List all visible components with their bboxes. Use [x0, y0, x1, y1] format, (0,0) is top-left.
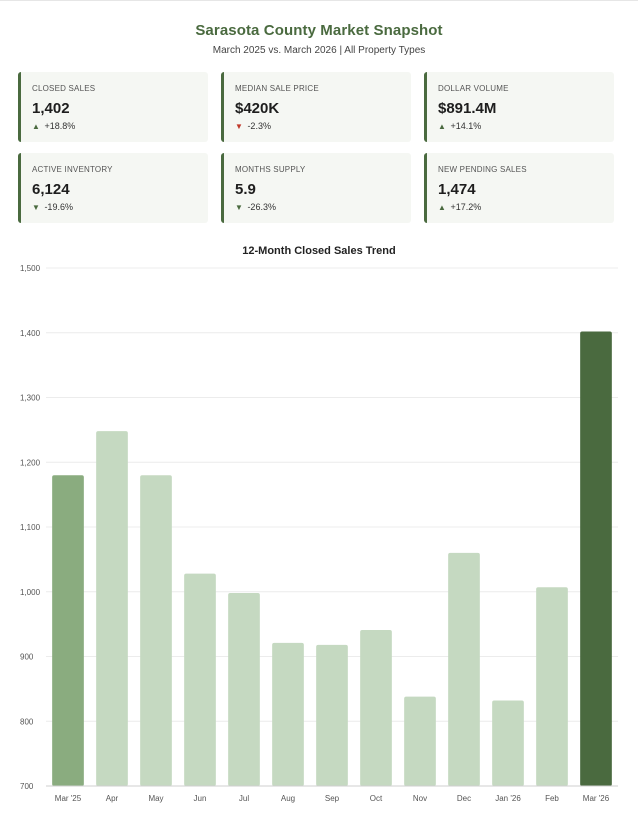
x-tick-label: Jul — [239, 794, 249, 803]
bar-feb — [536, 587, 568, 786]
top-divider — [0, 0, 638, 1]
bar-may — [140, 475, 172, 786]
kpi-change: ▼ -26.3% — [235, 202, 411, 212]
kpi-change-value: +14.1% — [450, 121, 482, 131]
page-title: Sarasota County Market Snapshot — [195, 22, 443, 39]
kpi-card-closed-sales: CLOSED SALES 1,402 ▲ +18.8% — [18, 72, 208, 142]
x-tick-label: Apr — [106, 794, 119, 803]
bar-oct — [360, 629, 392, 786]
kpi-change-value: +17.2% — [450, 202, 482, 212]
bar-mar-25 — [52, 475, 84, 786]
bar-nov — [404, 696, 436, 786]
kpi-value: 5.9 — [235, 181, 256, 198]
triangle-up-icon: ▲ — [438, 122, 446, 131]
kpi-label: DOLLAR VOLUME — [438, 84, 509, 93]
x-tick-label: Nov — [413, 794, 427, 803]
y-tick-label: 1,000 — [20, 588, 41, 597]
chart-title: 12-Month Closed Sales Trend — [242, 245, 395, 257]
x-axis-ticks: Mar '25 Apr May Jun Jul Aug Sep Oct Nov Dec Jan '2… — [55, 794, 610, 803]
y-tick-label: 800 — [20, 717, 34, 726]
bar-apr — [96, 431, 128, 786]
kpi-change-value: -26.3% — [247, 202, 276, 212]
kpi-label: CLOSED SALES — [32, 84, 96, 93]
triangle-down-icon: ▼ — [235, 203, 243, 212]
kpi-value: 1,402 — [32, 100, 70, 117]
bar-sep — [316, 644, 348, 786]
y-tick-label: 700 — [20, 782, 34, 791]
x-tick-label: Mar '25 — [55, 794, 82, 803]
kpi-card-active-inventory: ACTIVE INVENTORY 6,124 ▼ -19.6% — [18, 153, 208, 223]
x-tick-label: May — [148, 794, 163, 803]
kpi-change-value: -2.3% — [247, 121, 271, 131]
y-axis-ticks: 700 800 900 1,000 1,100 1,200 1,300 1,400 1,500 — [20, 264, 41, 791]
bar-dec — [448, 552, 480, 786]
x-tick-label: Aug — [281, 794, 295, 803]
bar-mar-26 — [580, 331, 612, 786]
y-tick-label: 1,200 — [20, 458, 41, 467]
kpi-change: ▼ -19.6% — [32, 202, 208, 212]
bar-jul — [228, 593, 260, 786]
x-tick-label: Jun — [194, 794, 207, 803]
kpi-change-value: -19.6% — [44, 202, 73, 212]
y-tick-label: 1,500 — [20, 264, 41, 273]
kpi-card-new-pending-sales: NEW PENDING SALES 1,474 ▲ +17.2% — [424, 153, 614, 223]
y-tick-label: 1,100 — [20, 523, 41, 532]
x-tick-label: Oct — [370, 794, 383, 803]
kpi-label: MONTHS SUPPLY — [235, 165, 306, 174]
x-tick-label: Sep — [325, 794, 340, 803]
kpi-change: ▲ +14.1% — [438, 121, 614, 131]
kpi-change: ▲ +17.2% — [438, 202, 614, 212]
chart-bars — [52, 331, 612, 786]
kpi-value: $891.4M — [438, 100, 497, 117]
kpi-label: ACTIVE INVENTORY — [32, 165, 113, 174]
y-tick-label: 1,300 — [20, 394, 41, 403]
report-header: Sarasota County Market Snapshot March 20… — [0, 22, 638, 56]
kpi-change-value: +18.8% — [44, 121, 76, 131]
y-tick-label: 1,400 — [20, 329, 41, 338]
kpi-value: 6,124 — [32, 181, 70, 198]
kpi-label: MEDIAN SALE PRICE — [235, 84, 319, 93]
page-subtitle: March 2025 vs. March 2026 | All Property… — [212, 45, 426, 56]
y-tick-label: 900 — [20, 653, 34, 662]
kpi-label: NEW PENDING SALES — [438, 165, 527, 174]
kpi-card-median-sale-price: MEDIAN SALE PRICE $420K ▼ -2.3% — [221, 72, 411, 142]
triangle-down-icon: ▼ — [235, 122, 243, 131]
x-tick-label: Feb — [545, 794, 559, 803]
bar-jun — [184, 573, 216, 786]
bar-jan-26 — [492, 700, 524, 786]
kpi-card-months-supply: MONTHS SUPPLY 5.9 ▼ -26.3% — [221, 153, 411, 223]
x-tick-label: Mar '26 — [583, 794, 610, 803]
triangle-down-icon: ▼ — [32, 203, 40, 212]
kpi-change: ▼ -2.3% — [235, 121, 411, 131]
closed-sales-bar-chart: 12-Month Closed Sales Trend 700 800 900 1,0… — [20, 245, 618, 803]
kpi-card-dollar-volume: DOLLAR VOLUME $891.4M ▲ +14.1% — [424, 72, 614, 142]
kpi-value: 1,474 — [438, 181, 476, 198]
kpi-change: ▲ +18.8% — [32, 121, 208, 131]
triangle-up-icon: ▲ — [32, 122, 40, 131]
triangle-up-icon: ▲ — [438, 203, 446, 212]
kpi-value: $420K — [235, 100, 280, 117]
x-tick-label: Jan '26 — [495, 794, 521, 803]
x-tick-label: Dec — [457, 794, 471, 803]
bar-aug — [272, 642, 304, 786]
